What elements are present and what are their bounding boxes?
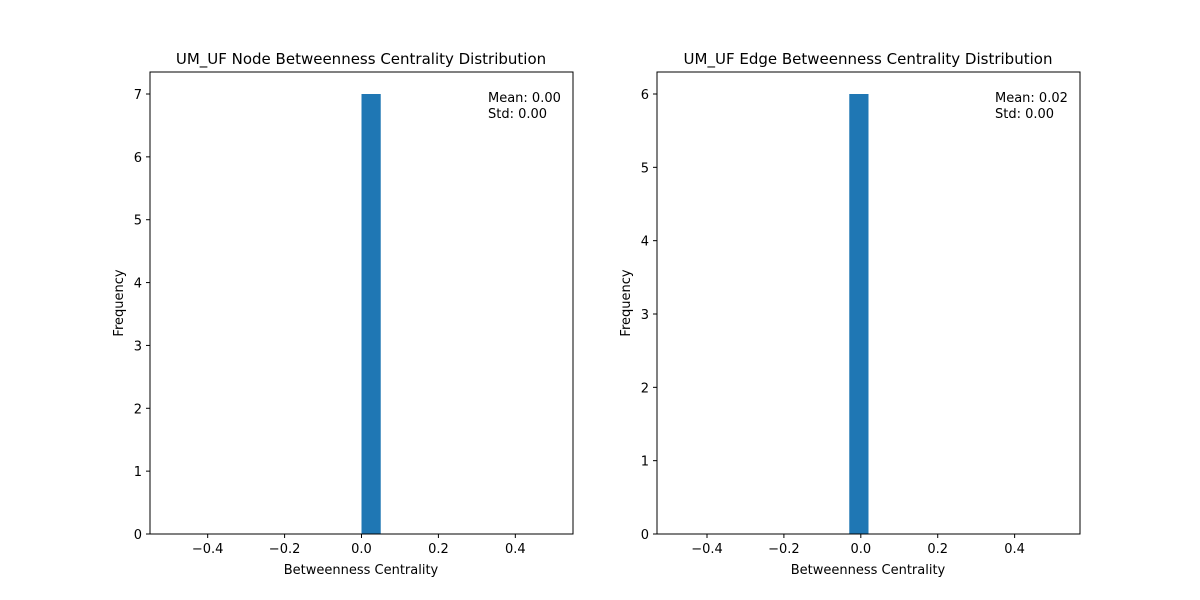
y-tick-label: 5 xyxy=(641,161,649,176)
chart-title: UM_UF Node Betweenness Centrality Distri… xyxy=(176,50,546,69)
x-tick-label: 0.2 xyxy=(927,542,948,557)
y-tick-label: 1 xyxy=(641,455,649,470)
y-tick-label: 4 xyxy=(641,235,649,250)
x-tick-label: −0.2 xyxy=(768,542,800,557)
x-tick-label: 0.0 xyxy=(351,542,372,557)
y-tick-label: 3 xyxy=(641,308,649,323)
x-tick-label: −0.4 xyxy=(192,542,224,557)
x-tick-label: −0.4 xyxy=(691,542,723,557)
y-axis-label: Frequency xyxy=(619,269,634,336)
y-tick-label: 4 xyxy=(134,277,142,292)
y-tick-label: 5 xyxy=(134,214,142,229)
x-tick-label: 0.2 xyxy=(428,542,449,557)
y-tick-label: 7 xyxy=(134,88,142,103)
y-tick-label: 2 xyxy=(134,402,142,417)
x-tick-label: 0.4 xyxy=(505,542,526,557)
histogram-bar xyxy=(849,94,869,534)
x-tick-label: 0.4 xyxy=(1004,542,1025,557)
stats-annotation: Mean: 0.00 Std: 0.00 xyxy=(488,91,565,122)
y-tick-label: 2 xyxy=(641,381,649,396)
x-axis-label: Betweenness Centrality xyxy=(791,563,946,578)
node-betweenness-chart: UM_UF Node Betweenness Centrality Distri… xyxy=(112,50,574,578)
histogram-bar xyxy=(361,94,381,534)
std-text: Std: 0.00 xyxy=(995,107,1054,122)
y-axis-label: Frequency xyxy=(112,269,127,336)
mean-text: Mean: 0.00 xyxy=(488,91,561,106)
y-tick-label: 1 xyxy=(134,465,142,480)
y-tick-label: 0 xyxy=(641,528,649,543)
x-tick-label: 0.0 xyxy=(850,542,871,557)
y-tick-label: 3 xyxy=(134,339,142,354)
stats-annotation: Mean: 0.02 Std: 0.00 xyxy=(995,91,1072,122)
mean-text: Mean: 0.02 xyxy=(995,91,1068,106)
edge-betweenness-chart: UM_UF Edge Betweenness Centrality Distri… xyxy=(619,50,1081,578)
x-tick-label: −0.2 xyxy=(269,542,301,557)
x-axis-label: Betweenness Centrality xyxy=(284,563,439,578)
y-tick-label: 6 xyxy=(134,151,142,166)
y-tick-label: 0 xyxy=(134,528,142,543)
y-tick-label: 6 xyxy=(641,88,649,103)
chart-title: UM_UF Edge Betweenness Centrality Distri… xyxy=(684,50,1053,69)
plot-frame xyxy=(656,71,1081,535)
std-text: Std: 0.00 xyxy=(488,107,547,122)
